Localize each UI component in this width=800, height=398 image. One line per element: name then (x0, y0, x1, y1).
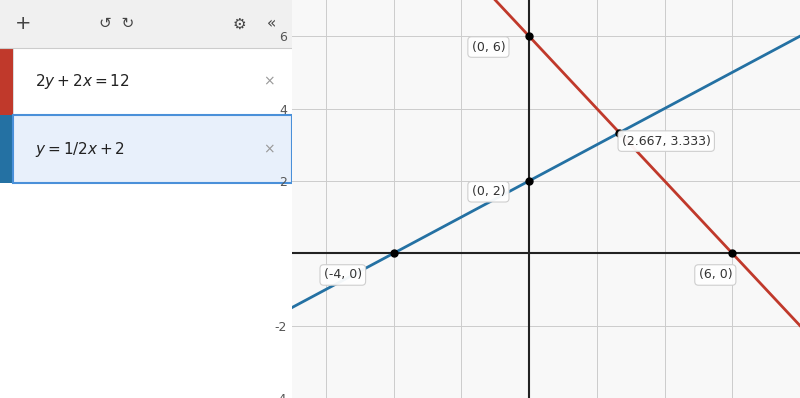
FancyBboxPatch shape (0, 48, 13, 115)
Text: (0, 6): (0, 6) (472, 41, 506, 54)
Text: (-4, 0): (-4, 0) (324, 269, 362, 281)
FancyBboxPatch shape (0, 0, 292, 48)
Text: ×: × (263, 74, 274, 89)
Text: +: + (14, 14, 31, 33)
FancyBboxPatch shape (0, 115, 13, 183)
FancyBboxPatch shape (13, 48, 292, 115)
Text: (2.667, 3.333): (2.667, 3.333) (622, 135, 710, 148)
Text: (6, 0): (6, 0) (698, 269, 732, 281)
Text: ×: × (263, 142, 274, 156)
FancyBboxPatch shape (13, 115, 292, 183)
Text: ↺  ↻: ↺ ↻ (99, 16, 134, 31)
Text: «: « (267, 16, 276, 31)
Text: $y = 1/2x + 2$: $y = 1/2x + 2$ (35, 140, 125, 159)
Text: (0, 2): (0, 2) (472, 185, 506, 198)
Text: $2y + 2x = 12$: $2y + 2x = 12$ (35, 72, 130, 91)
Text: ⚙: ⚙ (233, 16, 246, 31)
